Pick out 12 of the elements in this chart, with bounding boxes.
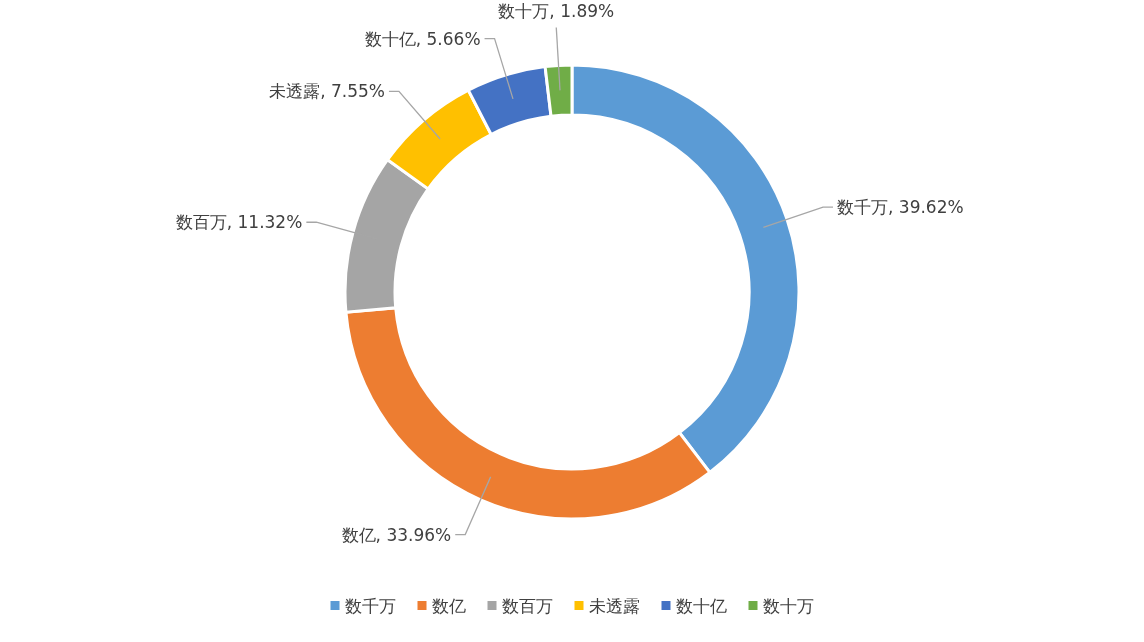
data-label: 数千万, 39.62% [837, 197, 964, 218]
legend-label: 数十万 [762, 596, 814, 616]
legend-label: 数十亿 [675, 596, 727, 616]
legend-label: 未透露 [588, 596, 640, 616]
data-label: 数十亿, 5.66% [364, 28, 481, 49]
data-label: 数十万, 1.89% [498, 1, 615, 22]
legend-label: 数百万 [501, 596, 553, 616]
data-label: 数亿, 33.96% [341, 524, 452, 545]
legend-label: 数亿 [431, 596, 466, 616]
data-label: 数百万, 11.32% [175, 212, 303, 233]
legend-label: 数千万 [344, 596, 396, 616]
data-label: 未透露, 7.55% [269, 81, 385, 102]
